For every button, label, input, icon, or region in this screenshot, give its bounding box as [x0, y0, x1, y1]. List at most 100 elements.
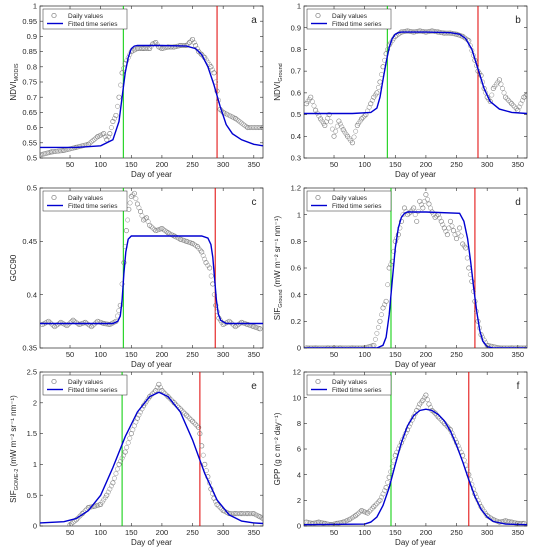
legend-box	[42, 8, 128, 30]
data-point	[388, 262, 394, 268]
x-tick-label: 300	[217, 160, 230, 169]
data-point	[351, 134, 357, 140]
y-axis-label: SIFGOME-2 (mW m⁻² sr⁻¹ nm⁻¹)	[9, 395, 20, 503]
data-point	[519, 520, 525, 526]
data-point	[395, 232, 401, 238]
x-tick-label: 250	[186, 528, 199, 537]
data-point	[375, 499, 381, 505]
data-point	[458, 233, 464, 239]
data-point	[147, 394, 153, 400]
data-point	[446, 425, 452, 431]
data-point	[90, 138, 96, 143]
data-point	[121, 452, 127, 458]
data-point	[375, 84, 381, 90]
y-axis-label-main: SIF	[9, 490, 18, 503]
data-point	[110, 119, 116, 125]
data-point	[423, 192, 429, 198]
x-axis-label: Day of year	[131, 360, 172, 369]
data-point	[153, 387, 159, 393]
data-point	[391, 248, 397, 254]
data-point	[328, 119, 334, 125]
plot-area	[304, 372, 527, 526]
panel-f: 50 100 150 200 250 300 350 0 2 4 6 8 10 12 Day of year…	[273, 368, 528, 547]
data-point	[202, 461, 208, 467]
data-point	[248, 511, 254, 517]
data-point	[49, 149, 55, 155]
data-point	[113, 471, 119, 477]
data-point	[202, 256, 208, 262]
legend-label-fitted: Fitted time series	[332, 387, 382, 394]
data-point	[420, 397, 426, 403]
data-point	[196, 245, 202, 251]
data-point	[208, 64, 214, 70]
legend-label-daily: Daily values	[332, 13, 368, 20]
data-point	[405, 28, 411, 34]
data-point	[349, 140, 355, 146]
data-point	[52, 149, 58, 154]
y-tick-label: 2.5	[27, 368, 37, 377]
data-point	[214, 501, 220, 507]
data-point	[67, 522, 73, 526]
data-point	[196, 424, 202, 430]
data-point	[374, 501, 380, 506]
data-point	[196, 49, 202, 55]
y-axis-label-units: (g c m⁻² day⁻¹)	[273, 412, 282, 468]
panel-letter: f	[517, 381, 520, 392]
data-point	[199, 249, 205, 255]
data-point	[431, 28, 437, 34]
legend-label-daily: Daily values	[332, 379, 368, 386]
data-point	[190, 418, 196, 424]
y-tick-label: 0.9	[27, 32, 37, 41]
data-point	[437, 215, 443, 221]
x-tick-label: 100	[358, 160, 371, 169]
data-point	[125, 217, 131, 223]
data-point	[354, 512, 360, 517]
x-tick-label: 200	[156, 528, 169, 537]
data-point	[322, 122, 328, 128]
y-tick-label: 0.5	[27, 154, 37, 163]
y-axis-label: GPP (g c m⁻² day⁻¹)	[273, 412, 282, 485]
data-point	[386, 265, 392, 271]
data-point	[183, 412, 189, 418]
x-tick-label: 200	[156, 160, 169, 169]
x-tick-label: 150	[125, 350, 138, 359]
data-point	[333, 128, 339, 134]
panel-letter: b	[515, 15, 521, 26]
x-tick-label: 150	[389, 160, 402, 169]
data-point	[380, 305, 386, 311]
data-point	[197, 431, 203, 437]
data-point	[47, 320, 53, 326]
data-point	[507, 99, 513, 105]
y-axis-label: SIFGround (mW m⁻² sr⁻¹ nm⁻¹)	[273, 215, 284, 320]
x-tick-label: 200	[420, 528, 433, 537]
data-point	[259, 515, 263, 521]
x-tick-label: 150	[389, 350, 402, 359]
data-point	[59, 148, 65, 154]
legend-marker-points	[315, 194, 321, 201]
data-point	[188, 38, 194, 44]
x-tick-label: 300	[217, 528, 230, 537]
data-point	[70, 519, 76, 525]
y-tick-label: 0.4	[291, 290, 301, 299]
y-tick-label: 6	[297, 445, 301, 454]
data-point	[55, 148, 61, 154]
data-point	[331, 133, 337, 139]
y-tick-label: 0.4	[27, 290, 37, 299]
legend-label-fitted: Fitted time series	[68, 21, 118, 28]
fitted-series-line	[40, 391, 263, 525]
x-tick-label: 100	[94, 350, 107, 359]
data-point	[168, 397, 174, 403]
x-tick-label: 350	[248, 350, 261, 359]
data-point	[119, 455, 125, 461]
data-point	[108, 483, 114, 489]
y-tick-label: 0.8	[27, 62, 37, 71]
data-point	[111, 116, 117, 121]
x-tick-label: 200	[420, 160, 433, 169]
data-point	[361, 113, 367, 119]
data-point	[210, 67, 215, 73]
data-point	[463, 245, 469, 251]
